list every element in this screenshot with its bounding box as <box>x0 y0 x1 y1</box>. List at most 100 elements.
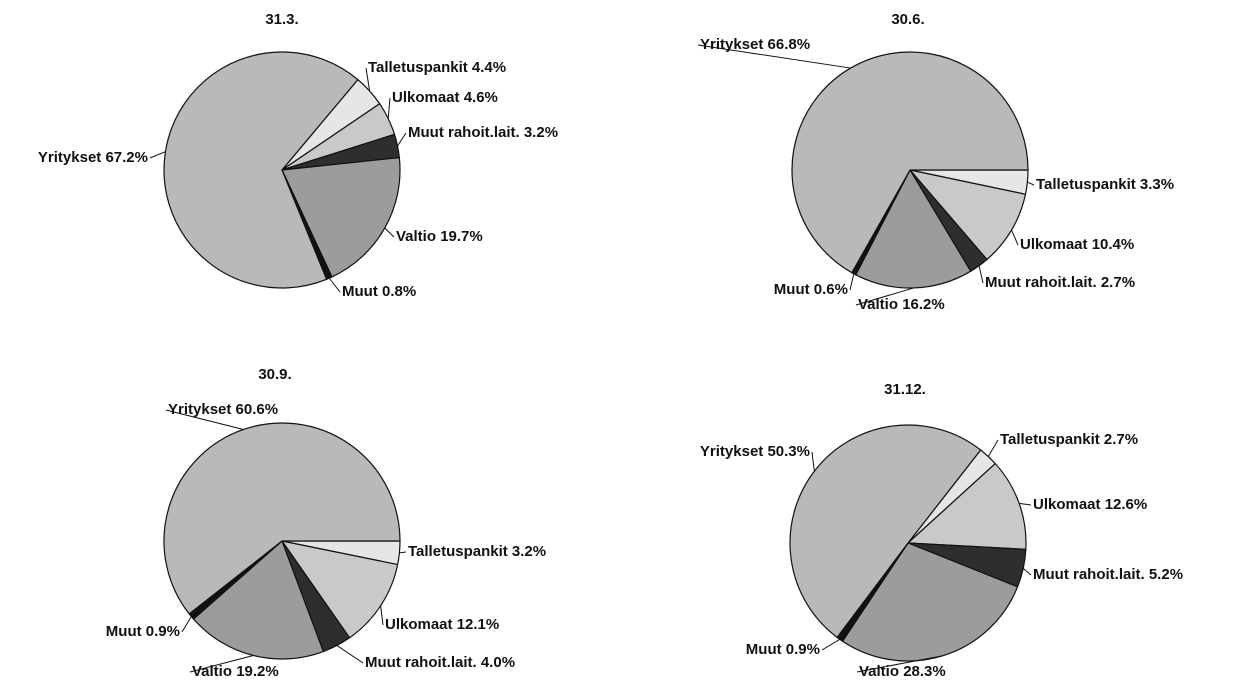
slice-category: Ulkomaat <box>1033 496 1101 513</box>
slice-label: Valtio 19.7% <box>396 228 483 245</box>
leader-line <box>399 551 407 554</box>
slice-category: Valtio <box>859 663 899 680</box>
slice-label: Ulkomaat 10.4% <box>1020 236 1134 253</box>
slice-category: Talletuspankit <box>408 543 508 560</box>
slice-label: Muut 0.9% <box>746 641 820 658</box>
leader-line <box>1027 181 1035 186</box>
slice-category: Valtio <box>396 228 436 245</box>
slice-category: Muut rahoit.lait. <box>985 274 1097 291</box>
slice-category: Muut rahoit.lait. <box>408 124 520 141</box>
slice-value: 2.7% <box>1101 274 1135 291</box>
slice-category: Valtio <box>192 663 232 680</box>
slice-category: Talletuspankit <box>1000 431 1100 448</box>
slice-value: 60.6% <box>236 401 279 418</box>
leader-line <box>811 451 815 472</box>
slice-category: Muut <box>774 281 810 298</box>
slice-value: 12.1% <box>457 616 500 633</box>
leader-line <box>165 409 244 430</box>
slice-value: 4.6% <box>464 89 498 106</box>
slice-category: Yritykset <box>38 149 101 166</box>
leader-line <box>328 277 341 293</box>
slice-value: 19.7% <box>440 228 483 245</box>
pie-slice <box>281 156 401 278</box>
slice-value: 0.6% <box>814 281 848 298</box>
chart-title: 30.6. <box>891 11 924 28</box>
slice-label: Talletuspankit 3.2% <box>408 543 546 560</box>
leader-line <box>856 655 944 673</box>
leader-line <box>181 616 192 633</box>
slice-category: Muut <box>342 283 378 300</box>
pie-slice <box>854 168 972 289</box>
slice-category: Ulkomaat <box>392 89 460 106</box>
pie-slice <box>791 51 1029 274</box>
leader-line <box>855 287 914 306</box>
slice-value: 0.9% <box>146 623 180 640</box>
slice-category: Talletuspankit <box>368 59 468 76</box>
slice-value: 66.8% <box>768 36 811 53</box>
slice-category: Ulkomaat <box>1020 236 1088 253</box>
chart-title: 30.9. <box>258 366 291 383</box>
slice-category: Talletuspankit <box>1036 176 1136 193</box>
pie-slice <box>163 422 401 615</box>
pie-slice <box>280 540 399 639</box>
leader-line <box>987 439 999 457</box>
slice-value: 12.6% <box>1105 496 1148 513</box>
slice-value: 19.2% <box>236 663 279 680</box>
slice-category: Yritykset <box>700 443 763 460</box>
slice-label: Valtio 19.2% <box>192 663 279 680</box>
slice-label: Ulkomaat 4.6% <box>392 89 498 106</box>
slice-label: Talletuspankit 4.4% <box>368 59 506 76</box>
leader-line <box>1011 229 1019 246</box>
slice-label: Valtio 28.3% <box>859 663 946 680</box>
slice-value: 5.2% <box>1149 566 1183 583</box>
slice-label: Muut rahoit.lait. 5.2% <box>1033 566 1183 583</box>
pie-slice <box>908 169 1027 261</box>
leader-line <box>384 227 395 238</box>
leader-line <box>821 638 841 651</box>
leader-line <box>189 654 254 673</box>
chart-title: 31.3. <box>265 11 298 28</box>
slice-value: 16.2% <box>902 296 945 313</box>
leader-line <box>149 151 166 159</box>
slice-value: 0.9% <box>786 641 820 658</box>
leader-line <box>397 132 407 147</box>
leader-line <box>1022 568 1032 576</box>
slice-label: Valtio 16.2% <box>858 296 945 313</box>
pie-slice <box>906 462 1027 550</box>
slice-label: Yritykset 66.8% <box>700 36 810 53</box>
slice-label: Yritykset 67.2% <box>38 149 148 166</box>
slice-value: 28.3% <box>903 663 946 680</box>
leader-line <box>978 265 984 284</box>
slice-value: 4.4% <box>472 59 506 76</box>
slice-category: Muut rahoit.lait. <box>1033 566 1145 583</box>
chart-title: 31.12. <box>884 381 926 398</box>
slice-category: Muut <box>106 623 142 640</box>
slice-label: Muut rahoit.lait. 2.7% <box>985 274 1135 291</box>
slice-label: Muut 0.6% <box>774 281 848 298</box>
slice-category: Yritykset <box>700 36 763 53</box>
slice-label: Ulkomaat 12.6% <box>1033 496 1147 513</box>
slice-category: Ulkomaat <box>385 616 453 633</box>
slice-label: Talletuspankit 3.3% <box>1036 176 1174 193</box>
leader-line <box>336 645 364 664</box>
leader-line <box>387 97 391 119</box>
slice-category: Muut rahoit.lait. <box>365 654 477 671</box>
slice-value: 3.2% <box>512 543 546 560</box>
slice-label: Muut rahoit.lait. 4.0% <box>365 654 515 671</box>
leader-line <box>365 67 371 92</box>
slice-label: Yritykset 50.3% <box>700 443 810 460</box>
slice-label: Yritykset 60.6% <box>168 401 278 418</box>
leader-line <box>1019 502 1032 506</box>
slice-value: 0.8% <box>382 283 416 300</box>
slice-value: 67.2% <box>105 149 148 166</box>
slice-value: 3.3% <box>1140 176 1174 193</box>
pie-slice <box>192 539 325 660</box>
slice-category: Valtio <box>858 296 898 313</box>
slice-value: 50.3% <box>767 443 810 460</box>
slice-category: Muut <box>746 641 782 658</box>
slice-value: 4.0% <box>481 654 515 671</box>
leader-line <box>849 273 855 291</box>
leader-line <box>380 605 384 626</box>
